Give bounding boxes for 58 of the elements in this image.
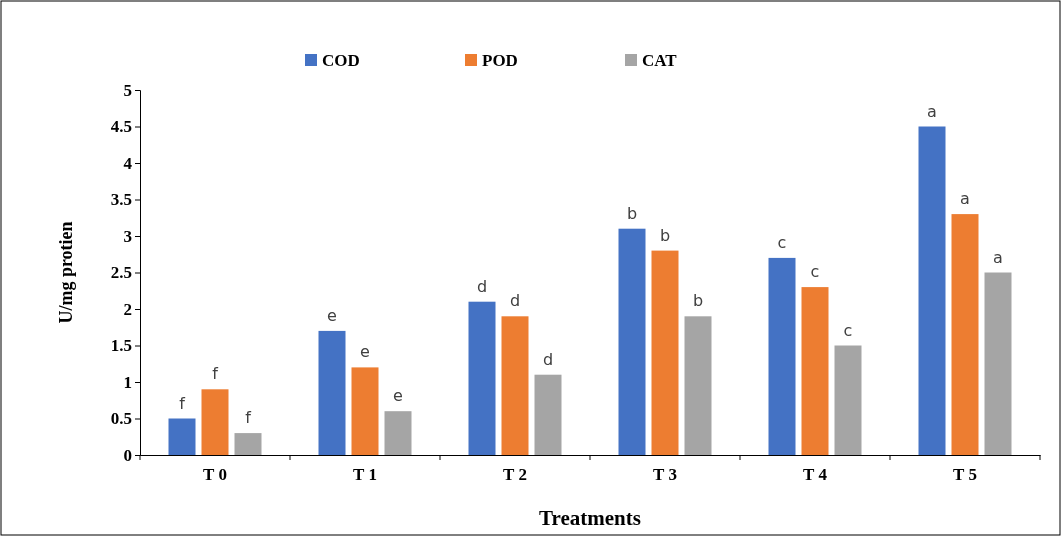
data-label: e	[360, 342, 370, 362]
y-tick-label: 1.5	[110, 336, 132, 356]
y-tick-label: 5	[123, 80, 132, 100]
y-tick-label: 3	[123, 226, 132, 246]
data-label: a	[993, 247, 1003, 267]
bar	[234, 433, 262, 455]
bar	[534, 374, 562, 455]
bar	[651, 250, 679, 455]
y-tick-label: 0	[123, 445, 132, 465]
data-label: a	[960, 189, 970, 209]
data-label: e	[327, 305, 337, 325]
bar	[918, 126, 946, 455]
y-tick-label: 0.5	[110, 409, 132, 429]
bar	[201, 389, 229, 455]
data-label: e	[393, 386, 403, 406]
y-tick-label: 3.5	[110, 190, 132, 210]
data-label: f	[245, 408, 252, 428]
bar	[801, 287, 829, 455]
bar	[168, 418, 196, 455]
data-label: b	[626, 203, 638, 223]
bar	[768, 257, 796, 455]
bar	[384, 411, 412, 455]
bar	[468, 301, 496, 455]
x-tick-label: T 3	[653, 465, 677, 485]
bar	[834, 345, 862, 455]
x-tick-label: T 5	[953, 465, 977, 485]
data-label: d	[542, 349, 554, 369]
bar	[618, 228, 646, 455]
legend-label: COD	[322, 51, 360, 70]
data-label: c	[777, 232, 787, 252]
x-tick-label: T 0	[203, 465, 227, 485]
y-tick-label: 4	[123, 153, 133, 173]
legend-label: POD	[482, 51, 518, 70]
x-tick-label: T 1	[353, 465, 377, 485]
data-label: d	[509, 291, 521, 311]
bar	[984, 272, 1012, 455]
legend-label: CAT	[642, 51, 678, 70]
bar	[684, 316, 712, 455]
bar	[318, 330, 346, 455]
y-tick-label: 2.5	[110, 263, 132, 283]
data-label: b	[659, 225, 671, 245]
data-label: d	[476, 276, 488, 296]
x-tick-label: T 4	[803, 465, 828, 485]
x-axis-title: Treatments	[539, 506, 641, 530]
data-label: c	[843, 320, 853, 340]
bar	[351, 367, 379, 455]
y-tick-label: 4.5	[110, 117, 132, 137]
data-label: a	[927, 101, 937, 121]
data-label: f	[212, 364, 219, 384]
data-label: b	[692, 291, 704, 311]
y-axis-title: U/mg protien	[56, 221, 76, 324]
bar	[951, 214, 979, 455]
x-tick-label: T 2	[503, 465, 527, 485]
data-label: c	[810, 262, 820, 282]
bar	[501, 316, 529, 455]
y-tick-label: 1	[123, 372, 132, 392]
y-tick-label: 2	[123, 299, 132, 319]
data-label: f	[179, 393, 186, 413]
